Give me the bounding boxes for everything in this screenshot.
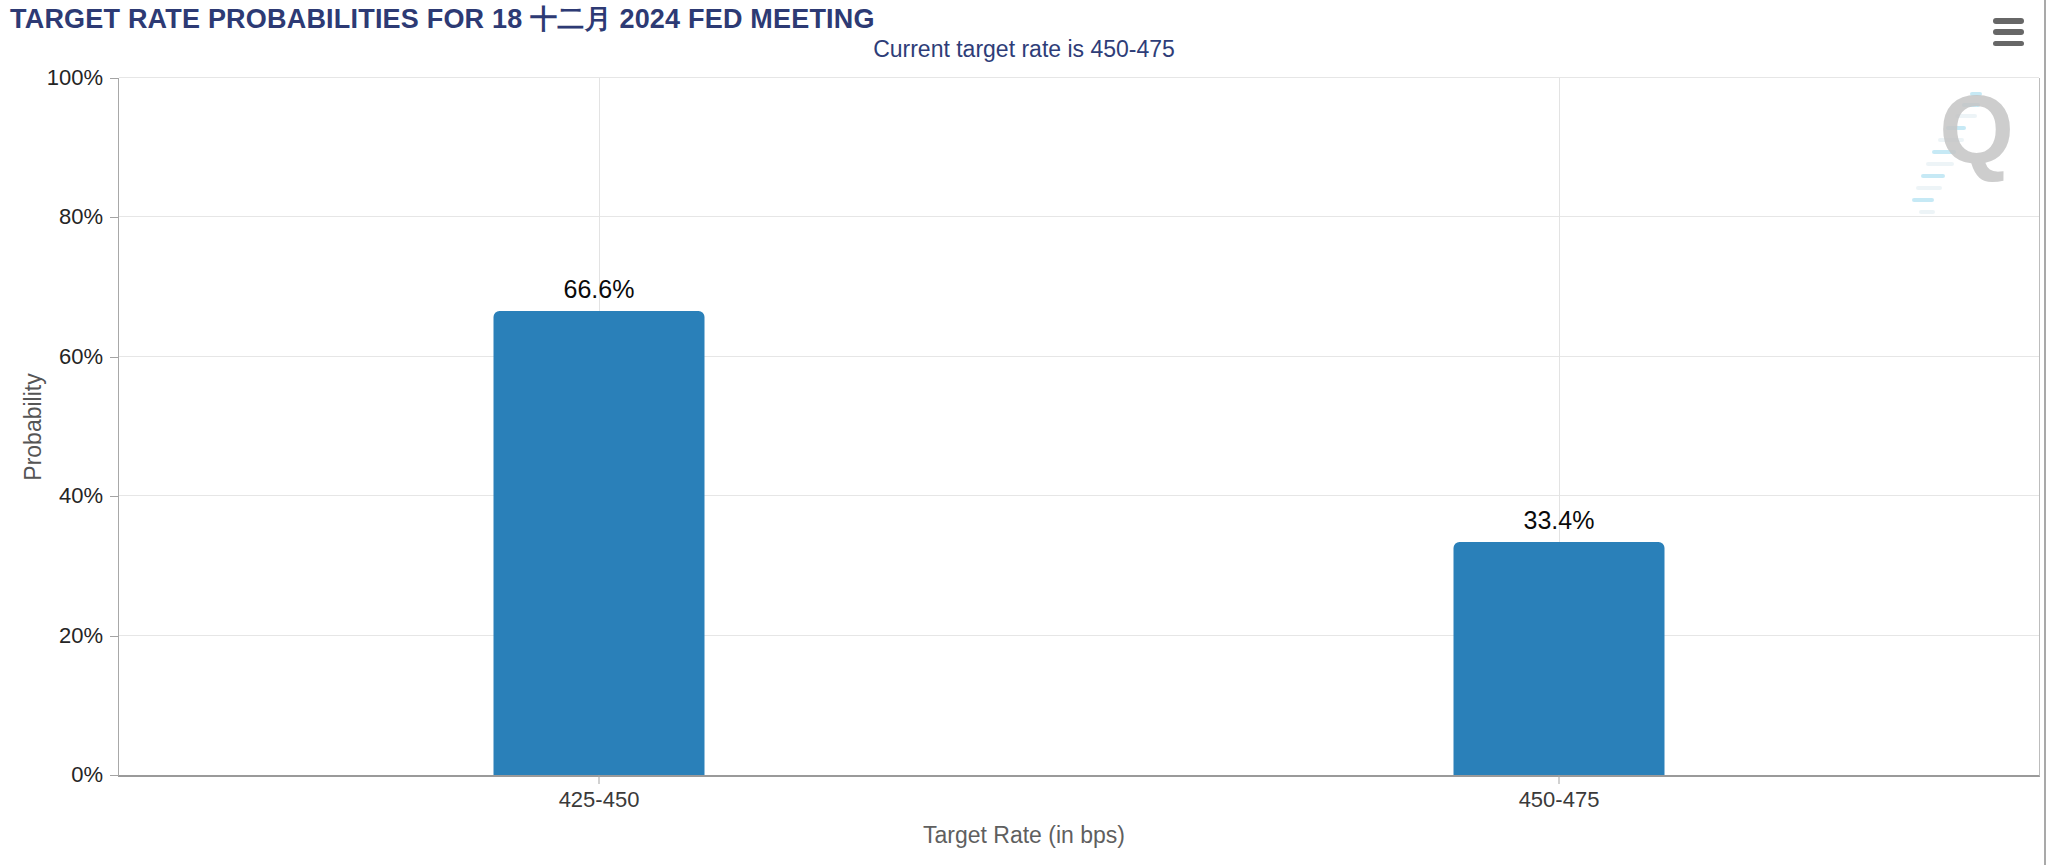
y-gridline	[119, 356, 2039, 357]
x-tick-mark	[599, 775, 600, 784]
y-gridline	[119, 77, 2039, 78]
y-tick-label: 60%	[59, 344, 103, 370]
chart-subtitle: Current target rate is 450-475	[0, 36, 2048, 63]
y-tick-label: 80%	[59, 204, 103, 230]
fedwatch-chart-page: TARGET RATE PROBABILITIES FOR 18 十二月 202…	[0, 0, 2048, 865]
y-gridline	[119, 495, 2039, 496]
y-gridline	[119, 216, 2039, 217]
y-tick-label: 20%	[59, 623, 103, 649]
y-tick-mark	[110, 496, 118, 497]
y-axis-title: Probability	[20, 373, 47, 480]
page-right-border	[2044, 0, 2046, 865]
y-tick-mark	[110, 775, 118, 776]
probability-bar[interactable]	[494, 311, 705, 775]
chart-title: TARGET RATE PROBABILITIES FOR 18 十二月 202…	[10, 1, 875, 37]
x-tick-label: 425-450	[559, 787, 640, 813]
y-gridline	[119, 635, 2039, 636]
y-tick-label: 40%	[59, 483, 103, 509]
y-tick-mark	[110, 78, 118, 79]
y-tick-mark	[110, 217, 118, 218]
plot-area: 0%20%40%60%80%100%66.6%425-45033.4%450-4…	[118, 78, 2040, 777]
x-axis-title: Target Rate (in bps)	[923, 822, 1125, 849]
y-tick-mark	[110, 357, 118, 358]
hamburger-icon	[1993, 18, 2024, 24]
bar-value-label: 33.4%	[1524, 506, 1595, 535]
hamburger-icon	[1993, 29, 2024, 35]
x-tick-mark	[1559, 775, 1560, 784]
bar-value-label: 66.6%	[564, 275, 635, 304]
x-tick-label: 450-475	[1519, 787, 1600, 813]
probability-bar[interactable]	[1454, 542, 1665, 775]
y-tick-label: 0%	[71, 762, 103, 788]
y-tick-label: 100%	[47, 65, 103, 91]
y-tick-mark	[110, 636, 118, 637]
